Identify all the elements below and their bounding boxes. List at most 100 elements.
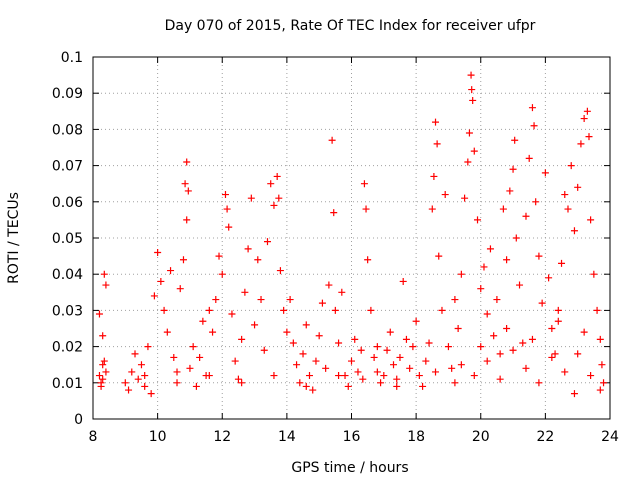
data-point xyxy=(468,86,476,94)
data-point xyxy=(341,372,349,380)
data-point xyxy=(241,288,249,296)
data-point xyxy=(570,390,578,398)
data-point xyxy=(209,328,217,336)
data-point xyxy=(325,281,333,289)
data-point xyxy=(486,245,494,253)
y-tick-label: 0.04 xyxy=(52,267,83,283)
data-point xyxy=(100,357,108,365)
data-point xyxy=(95,310,103,318)
data-point xyxy=(357,346,365,354)
y-tick-label: 0.07 xyxy=(52,159,83,175)
data-point xyxy=(212,296,220,304)
data-points xyxy=(95,71,608,398)
data-point xyxy=(493,296,501,304)
data-point xyxy=(289,339,297,347)
data-point xyxy=(215,252,223,260)
data-point xyxy=(419,382,427,390)
data-point xyxy=(528,104,536,112)
y-tick-label: 0.01 xyxy=(52,376,83,392)
data-point xyxy=(441,191,449,199)
data-point xyxy=(390,361,398,369)
data-point xyxy=(254,256,262,264)
x-tick-label: 14 xyxy=(278,429,296,445)
data-point xyxy=(561,368,569,376)
data-point xyxy=(519,339,527,347)
data-point xyxy=(305,372,313,380)
chart-title: Day 070 of 2015, Rate Of TEC Index for r… xyxy=(165,18,536,34)
data-point xyxy=(451,379,459,387)
data-point xyxy=(522,212,530,220)
data-point xyxy=(163,328,171,336)
data-point xyxy=(335,372,343,380)
y-tick-label: 0.05 xyxy=(52,231,83,247)
data-point xyxy=(467,71,475,79)
data-point xyxy=(545,274,553,282)
data-point xyxy=(444,343,452,351)
data-point xyxy=(530,122,538,130)
data-point xyxy=(263,238,271,246)
data-point xyxy=(511,136,519,144)
data-point xyxy=(302,321,310,329)
data-point xyxy=(318,299,326,307)
data-point xyxy=(102,281,110,289)
data-point xyxy=(228,310,236,318)
data-point xyxy=(457,270,465,278)
data-point xyxy=(596,386,604,394)
x-tick-label: 18 xyxy=(407,429,425,445)
data-point xyxy=(386,328,394,336)
data-point xyxy=(322,364,330,372)
data-point xyxy=(516,281,524,289)
data-point xyxy=(422,357,430,365)
data-point xyxy=(247,194,255,202)
data-point xyxy=(465,129,473,137)
data-point xyxy=(196,353,204,361)
data-point xyxy=(223,205,231,213)
data-point xyxy=(548,325,556,332)
data-point xyxy=(238,379,246,387)
data-point xyxy=(302,382,310,390)
data-point xyxy=(183,216,191,224)
data-point xyxy=(275,194,283,202)
y-tick-label: 0.03 xyxy=(52,303,83,319)
data-point xyxy=(348,357,355,365)
data-point xyxy=(154,248,162,256)
data-point xyxy=(587,216,595,224)
data-point xyxy=(338,288,346,296)
data-point xyxy=(299,350,307,358)
data-point xyxy=(283,328,291,336)
data-point xyxy=(270,372,278,380)
data-point xyxy=(218,270,226,278)
data-point xyxy=(402,335,410,343)
data-point xyxy=(205,306,213,314)
grid-lines xyxy=(93,57,610,419)
data-point xyxy=(328,136,336,144)
data-point xyxy=(596,335,604,343)
data-point xyxy=(364,256,372,264)
data-point xyxy=(396,353,404,361)
data-point xyxy=(470,147,478,155)
data-point xyxy=(469,96,477,104)
data-point xyxy=(134,375,142,383)
data-point xyxy=(244,245,252,253)
data-point xyxy=(99,361,107,369)
x-tick-label: 10 xyxy=(149,429,167,445)
data-point xyxy=(480,263,488,271)
data-point xyxy=(483,357,491,365)
data-point xyxy=(100,270,108,278)
data-point xyxy=(457,361,465,369)
data-point xyxy=(296,379,304,387)
data-point xyxy=(430,172,438,180)
data-point xyxy=(367,306,375,314)
x-axis: 8 10 12 14 16 18 20 22 24 xyxy=(89,57,619,445)
data-point xyxy=(128,368,136,376)
data-point xyxy=(181,180,189,188)
data-point xyxy=(99,375,107,383)
y-tick-label: 0.09 xyxy=(52,86,83,102)
data-point xyxy=(541,169,549,177)
data-point xyxy=(583,107,591,115)
data-point xyxy=(432,368,440,376)
data-point xyxy=(512,234,520,242)
x-tick-label: 16 xyxy=(343,429,361,445)
data-point xyxy=(406,364,414,372)
data-point xyxy=(362,205,370,213)
